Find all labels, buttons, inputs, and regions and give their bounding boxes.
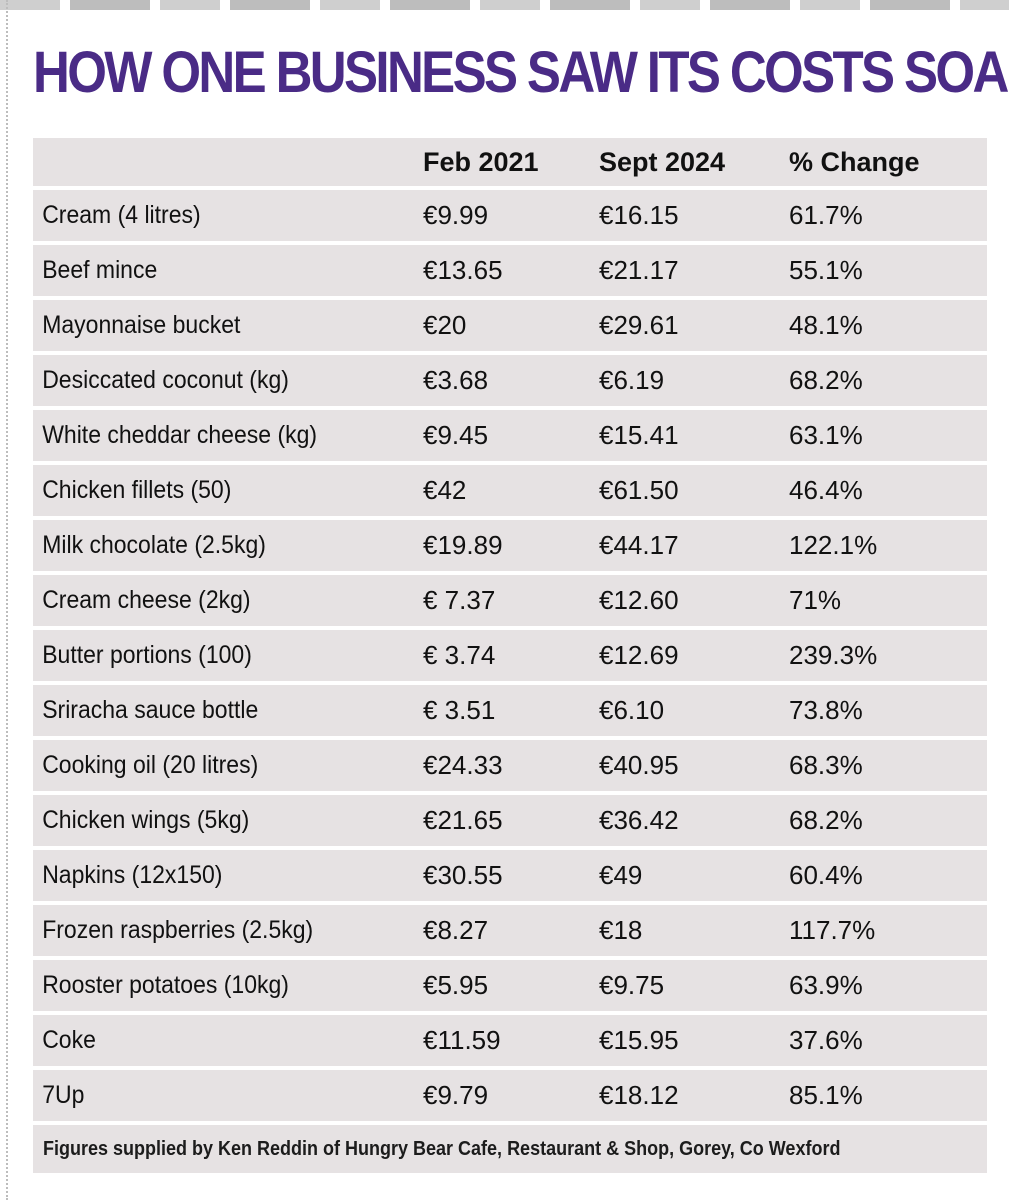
cost-table: Feb 2021 Sept 2024 % Change Cream (4 lit… [33, 138, 987, 1173]
row-feb-2021: € 3.51 [423, 695, 496, 725]
row-sept-2024: €18.12 [599, 1080, 679, 1110]
row-feb-2021: €21.65 [423, 805, 503, 835]
table-row: Cream (4 litres) €9.99 €16.15 61.7% [33, 190, 987, 241]
row-sept-2024: €36.42 [599, 805, 679, 835]
row-item: Coke [42, 1026, 96, 1054]
row-percent-change: 73.8% [789, 695, 863, 725]
row-percent-change: 68.3% [789, 750, 863, 780]
table-row: 7Up €9.79 €18.12 85.1% [33, 1070, 987, 1121]
row-feb-2021: €30.55 [423, 860, 503, 890]
row-percent-change: 61.7% [789, 200, 863, 230]
row-percent-change: 63.1% [789, 420, 863, 450]
row-item: Cooking oil (20 litres) [42, 751, 259, 779]
row-sept-2024: €6.19 [599, 365, 665, 395]
row-percent-change: 239.3% [789, 640, 878, 670]
table-row: Beef mince €13.65 €21.17 55.1% [33, 245, 987, 296]
row-feb-2021: €9.45 [423, 420, 489, 450]
row-item: Mayonnaise bucket [42, 311, 241, 339]
row-sept-2024: €61.50 [599, 475, 679, 505]
row-percent-change: 68.2% [789, 805, 863, 835]
row-item: Desiccated coconut (kg) [42, 366, 289, 394]
row-sept-2024: €15.95 [599, 1025, 679, 1055]
row-feb-2021: €24.33 [423, 750, 503, 780]
row-percent-change: 48.1% [789, 310, 863, 340]
row-percent-change: 46.4% [789, 475, 863, 505]
row-item: 7Up [42, 1081, 85, 1109]
top-divider-strip [0, 0, 1009, 10]
header-sept-2024: Sept 2024 [599, 146, 726, 177]
row-percent-change: 117.7% [789, 915, 876, 945]
row-sept-2024: €49 [599, 860, 643, 890]
row-feb-2021: €8.27 [423, 915, 489, 945]
row-feb-2021: €19.89 [423, 530, 503, 560]
row-percent-change: 68.2% [789, 365, 863, 395]
row-item: Rooster potatoes (10kg) [42, 971, 289, 999]
row-sept-2024: €29.61 [599, 310, 679, 340]
row-sept-2024: €40.95 [599, 750, 679, 780]
row-item: Beef mince [42, 256, 158, 284]
row-feb-2021: € 3.74 [423, 640, 496, 670]
row-feb-2021: €42 [423, 475, 467, 505]
table-row: Coke €11.59 €15.95 37.6% [33, 1015, 987, 1066]
row-sept-2024: €12.60 [599, 585, 679, 615]
row-item: Milk chocolate (2.5kg) [42, 531, 266, 559]
table-row: Cream cheese (2kg) € 7.37 €12.60 71% [33, 575, 987, 626]
row-item: Sriracha sauce bottle [42, 696, 259, 724]
row-item: White cheddar cheese (kg) [42, 421, 318, 449]
table-row: White cheddar cheese (kg) €9.45 €15.41 63.1… [33, 410, 987, 461]
row-item: Chicken wings (5kg) [42, 806, 250, 834]
table-row: Chicken wings (5kg) €21.65 €36.42 68.2% [33, 795, 987, 846]
row-sept-2024: €12.69 [599, 640, 679, 670]
row-item: Chicken fillets (50) [42, 476, 232, 504]
row-percent-change: 71% [789, 585, 842, 615]
row-feb-2021: €3.68 [423, 365, 489, 395]
table-row: Sriracha sauce bottle € 3.51 €6.10 73.8% [33, 685, 987, 736]
table-row: Milk chocolate (2.5kg) €19.89 €44.17 122.1% [33, 520, 987, 571]
row-percent-change: 60.4% [789, 860, 863, 890]
row-item: Napkins (12x150) [42, 861, 223, 889]
source-note: Figures supplied by Ken Reddin of Hungry… [43, 1137, 841, 1160]
header-percent-change: % Change [789, 146, 920, 177]
row-item: Frozen raspberries (2.5kg) [42, 916, 314, 944]
row-sept-2024: €15.41 [599, 420, 679, 450]
table-body: Cream (4 litres) €9.99 €16.15 61.7% Beef min… [33, 190, 987, 1121]
row-sept-2024: €9.75 [599, 970, 665, 1000]
page-title: HOW ONE BUSINESS SAW ITS COSTS SOAR [33, 40, 1009, 105]
table-row: Frozen raspberries (2.5kg) €8.27 €18 117.7% [33, 905, 987, 956]
row-feb-2021: €9.79 [423, 1080, 489, 1110]
row-sept-2024: €21.17 [599, 255, 679, 285]
row-sept-2024: €18 [599, 915, 643, 945]
table-row: Napkins (12x150) €30.55 €49 60.4% [33, 850, 987, 901]
table-footer: Figures supplied by Ken Reddin of Hungry… [33, 1125, 987, 1173]
row-feb-2021: € 7.37 [423, 585, 496, 615]
row-percent-change: 63.9% [789, 970, 863, 1000]
row-feb-2021: €9.99 [423, 200, 489, 230]
left-dotted-border [6, 0, 8, 1200]
table-row: Desiccated coconut (kg) €3.68 €6.19 68.2% [33, 355, 987, 406]
table-header-row: Feb 2021 Sept 2024 % Change [33, 138, 987, 186]
row-item: Cream cheese (2kg) [42, 586, 251, 614]
table-row: Rooster potatoes (10kg) €5.95 €9.75 63.9% [33, 960, 987, 1011]
table-row: Cooking oil (20 litres) €24.33 €40.95 68.3% [33, 740, 987, 791]
row-percent-change: 122.1% [789, 530, 878, 560]
table-row: Mayonnaise bucket €20 €29.61 48.1% [33, 300, 987, 351]
row-feb-2021: €20 [423, 310, 467, 340]
table-row: Butter portions (100) € 3.74 €12.69 239.3% [33, 630, 987, 681]
row-percent-change: 55.1% [789, 255, 863, 285]
row-percent-change: 85.1% [789, 1080, 863, 1110]
row-sept-2024: €44.17 [599, 530, 679, 560]
row-sept-2024: €16.15 [599, 200, 679, 230]
row-feb-2021: €11.59 [423, 1025, 501, 1055]
header-feb-2021: Feb 2021 [423, 146, 539, 177]
row-item: Butter portions (100) [42, 641, 252, 669]
row-feb-2021: €5.95 [423, 970, 489, 1000]
row-sept-2024: €6.10 [599, 695, 665, 725]
table-row: Chicken fillets (50) €42 €61.50 46.4% [33, 465, 987, 516]
row-item: Cream (4 litres) [42, 201, 201, 229]
row-percent-change: 37.6% [789, 1025, 863, 1055]
row-feb-2021: €13.65 [423, 255, 503, 285]
